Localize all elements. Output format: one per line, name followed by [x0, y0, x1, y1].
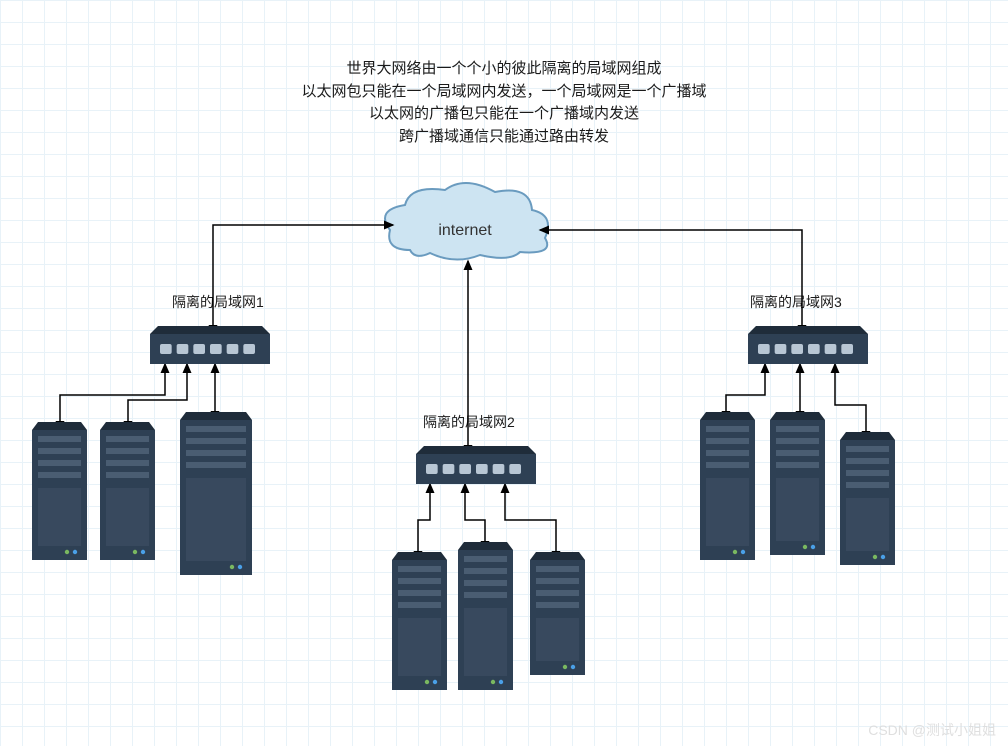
server-s1a — [32, 422, 87, 560]
edge-6 — [418, 484, 430, 560]
lan1-label: 隔离的局域网1 — [172, 292, 264, 312]
server-s2a — [392, 552, 447, 690]
server-s3b — [770, 412, 825, 555]
lan2-label: 隔离的局域网2 — [423, 412, 515, 432]
edge-9 — [726, 364, 765, 420]
switch-sw1 — [150, 326, 270, 364]
server-s1c — [180, 412, 252, 575]
server-s3a — [700, 412, 755, 560]
title-block: 世界大网络由一个个小的彼此隔离的局域网组成 以太网包只能在一个局域网内发送，一个… — [0, 58, 1008, 148]
cloud-label: internet — [438, 222, 492, 239]
edge-7 — [465, 484, 485, 550]
server-s2b — [458, 542, 513, 690]
internet-cloud: internet — [385, 183, 548, 260]
diagram-canvas: 世界大网络由一个个小的彼此隔离的局域网组成 以太网包只能在一个局域网内发送，一个… — [0, 0, 1008, 746]
edge-0 — [213, 225, 393, 334]
server-s3c — [840, 432, 895, 565]
servers — [32, 412, 895, 690]
title-line-3: 以太网的广播包只能在一个广播域内发送 — [0, 103, 1008, 126]
watermark-text: CSDN @测试小姐姐 — [868, 720, 996, 740]
edge-1 — [540, 230, 802, 334]
lan3-label: 隔离的局域网3 — [750, 292, 842, 312]
title-line-4: 跨广播域通信只能通过路由转发 — [0, 126, 1008, 149]
switches — [150, 326, 868, 484]
edge-8 — [505, 484, 556, 560]
server-s1b — [100, 422, 155, 560]
edge-4 — [128, 364, 187, 430]
title-line-1: 世界大网络由一个个小的彼此隔离的局域网组成 — [0, 58, 1008, 81]
server-s2c — [530, 552, 585, 675]
switch-sw3 — [748, 326, 868, 364]
title-line-2: 以太网包只能在一个局域网内发送，一个局域网是一个广播域 — [0, 81, 1008, 104]
edge-11 — [835, 364, 866, 440]
switch-sw2 — [416, 446, 536, 484]
edge-3 — [60, 364, 165, 430]
edges — [60, 225, 866, 560]
